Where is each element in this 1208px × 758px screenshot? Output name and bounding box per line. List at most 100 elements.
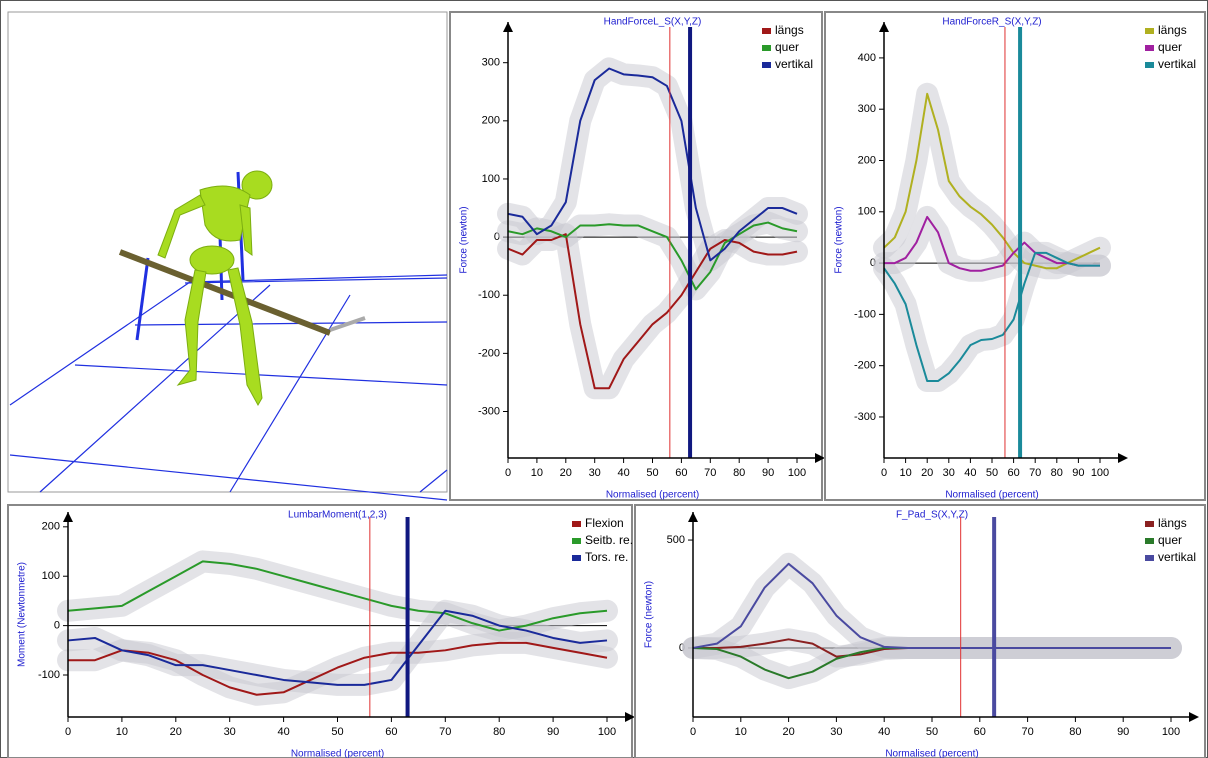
legend-label: längs [1158, 516, 1187, 530]
legend-label: quer [1158, 40, 1182, 54]
x-tick-label: 20 [782, 726, 794, 738]
floor-grid [9, 274, 448, 501]
y-axis-label: Moment (Newtonmetre) [17, 562, 28, 667]
pole-tip [329, 316, 366, 332]
x-tick-label: 50 [986, 467, 998, 479]
x-axis-arrow [815, 453, 825, 463]
panel [634, 504, 1206, 758]
chart-title: F_Pad_S(X,Y,Z) [896, 510, 968, 521]
y-tick-label: 200 [858, 154, 876, 166]
x-tick-label: 80 [1051, 467, 1063, 479]
x-tick-label: 20 [170, 726, 182, 738]
y-tick-label: -200 [854, 360, 876, 372]
x-tick-label: 90 [547, 726, 559, 738]
x-tick-label: 60 [385, 726, 397, 738]
y-tick-label: 200 [42, 521, 60, 533]
x-tick-label: 70 [1029, 467, 1041, 479]
x-tick-label: 50 [926, 726, 938, 738]
y-tick-label: -300 [478, 405, 500, 417]
x-tick-label: 60 [974, 726, 986, 738]
y-tick-label: 400 [858, 52, 876, 64]
series-line [507, 67, 798, 262]
y-axis-arrow [63, 512, 73, 522]
x-tick-label: 100 [598, 726, 616, 738]
legend-label: längs [1158, 23, 1187, 37]
y-tick-label: 300 [482, 57, 500, 69]
legend-swatch [572, 538, 581, 544]
x-tick-label: 90 [1117, 726, 1129, 738]
x-tick-label: 20 [560, 467, 572, 479]
legend-swatch [762, 62, 771, 68]
x-tick-label: 60 [675, 467, 687, 479]
x-tick-label: 10 [116, 726, 128, 738]
y-tick-label: 0 [870, 257, 876, 269]
x-tick-label: 70 [1021, 726, 1033, 738]
x-tick-label: 0 [505, 467, 511, 479]
x-tick-label: 70 [704, 467, 716, 479]
y-tick-label: -300 [854, 411, 876, 423]
x-tick-label: 0 [690, 726, 696, 738]
y-tick-label: 0 [54, 620, 60, 632]
y-tick-label: 200 [482, 115, 500, 127]
legend-label: Seitb. re. [585, 533, 633, 547]
series-line [67, 609, 608, 686]
chart-title: HandForceL_S(X,Y,Z) [604, 17, 702, 28]
pole [118, 249, 332, 336]
series-line [884, 215, 1100, 272]
x-tick-label: 80 [733, 467, 745, 479]
y-tick-label: -200 [478, 347, 500, 359]
x-tick-label: 90 [1072, 467, 1084, 479]
legend-label: Tors. re. [585, 550, 628, 564]
y-tick-label: 100 [858, 206, 876, 218]
y-tick-label: -100 [854, 308, 876, 320]
legend-swatch [1145, 62, 1154, 68]
series-line [507, 221, 798, 291]
x-tick-label: 80 [493, 726, 505, 738]
y-tick-label: -100 [38, 669, 60, 681]
x-tick-label: 40 [964, 467, 976, 479]
x-tick-label: 10 [531, 467, 543, 479]
x-tick-label: 80 [1069, 726, 1081, 738]
y-axis-label: Force (newton) [459, 206, 470, 273]
x-tick-label: 40 [878, 726, 890, 738]
legend-label: Flexion [585, 516, 624, 530]
legend-swatch [762, 45, 771, 51]
x-tick-label: 60 [1007, 467, 1019, 479]
y-tick-label: 0 [494, 231, 500, 243]
series-line [507, 233, 798, 390]
y-tick-label: 100 [482, 173, 500, 185]
x-tick-label: 30 [589, 467, 601, 479]
legend-label: vertikal [1158, 550, 1196, 564]
x-tick-label: 40 [277, 726, 289, 738]
x-axis-label: Normalised (percent) [945, 490, 1038, 501]
chart-panel: LumbarMoment(1,2,3) Normalised (percent) M… [7, 504, 635, 758]
x-tick-label: 0 [881, 467, 887, 479]
legend-swatch [572, 521, 581, 527]
x-axis-arrow [625, 712, 635, 722]
x-tick-label: 70 [439, 726, 451, 738]
series-line [68, 641, 608, 696]
chart-panel: HandForceL_S(X,Y,Z) Normalised (percent) F… [449, 11, 825, 501]
legend-label: längs [775, 23, 804, 37]
y-axis-label: Force (newton) [834, 206, 845, 273]
chart-title: LumbarMoment(1,2,3) [288, 510, 387, 521]
x-tick-label: 10 [899, 467, 911, 479]
y-tick-label: -100 [478, 289, 500, 301]
y-axis-arrow [503, 22, 513, 32]
x-tick-label: 50 [646, 467, 658, 479]
y-tick-label: 300 [858, 103, 876, 115]
x-axis-label: Normalised (percent) [606, 490, 699, 501]
x-axis-arrow [1118, 453, 1128, 463]
x-tick-label: 100 [1091, 467, 1109, 479]
chart-title: HandForceR_S(X,Y,Z) [942, 17, 1041, 28]
x-tick-label: 40 [617, 467, 629, 479]
chart-panel: HandForceR_S(X,Y,Z) Normalised (percent) F… [824, 11, 1206, 501]
y-axis-arrow [879, 22, 889, 32]
x-tick-label: 0 [65, 726, 71, 738]
x-tick-label: 20 [921, 467, 933, 479]
series-line [67, 560, 608, 632]
legend-label: vertikal [1158, 57, 1196, 71]
x-tick-label: 100 [788, 467, 806, 479]
legend-label: quer [1158, 533, 1182, 547]
